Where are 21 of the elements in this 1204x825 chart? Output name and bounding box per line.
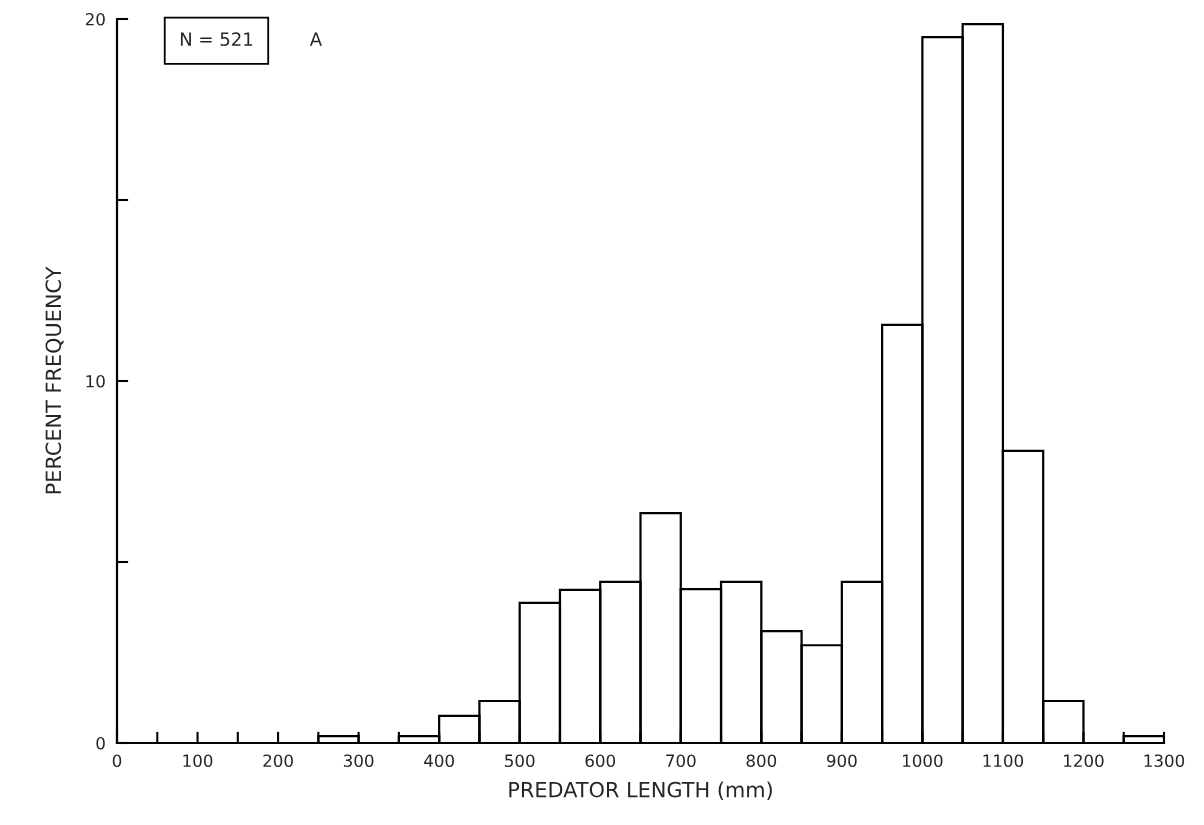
x-tick-label: 600	[585, 754, 616, 768]
x-tick-label: 500	[505, 754, 535, 768]
x-axis-title: PREDATOR LENGTH (mm)	[509, 781, 772, 800]
annotation: N = 521	[180, 32, 253, 46]
x-tick-label: 300	[343, 754, 374, 768]
y-axis-title: PERCENT FREQUENCY	[45, 266, 64, 494]
x-tick-label: 0	[112, 754, 122, 768]
y-tick-label: 10	[86, 374, 105, 388]
x-tick-label: 1000	[903, 754, 943, 768]
y-tick-label: 20	[85, 12, 105, 26]
x-tick-label: 1100	[983, 754, 1024, 768]
y-tick-label: 0	[96, 736, 105, 750]
x-tick-label: 1300	[1144, 754, 1185, 768]
x-tick-label: 700	[666, 754, 696, 768]
x-tick-label: 900	[826, 754, 857, 768]
x-tick-label: 100	[183, 754, 213, 768]
x-tick-label: 200	[263, 754, 293, 768]
x-tick-label: 400	[424, 754, 454, 768]
x-tick-label: 800	[746, 754, 777, 768]
annotation: A	[309, 32, 322, 46]
x-tick-label: 1200	[1064, 754, 1104, 768]
